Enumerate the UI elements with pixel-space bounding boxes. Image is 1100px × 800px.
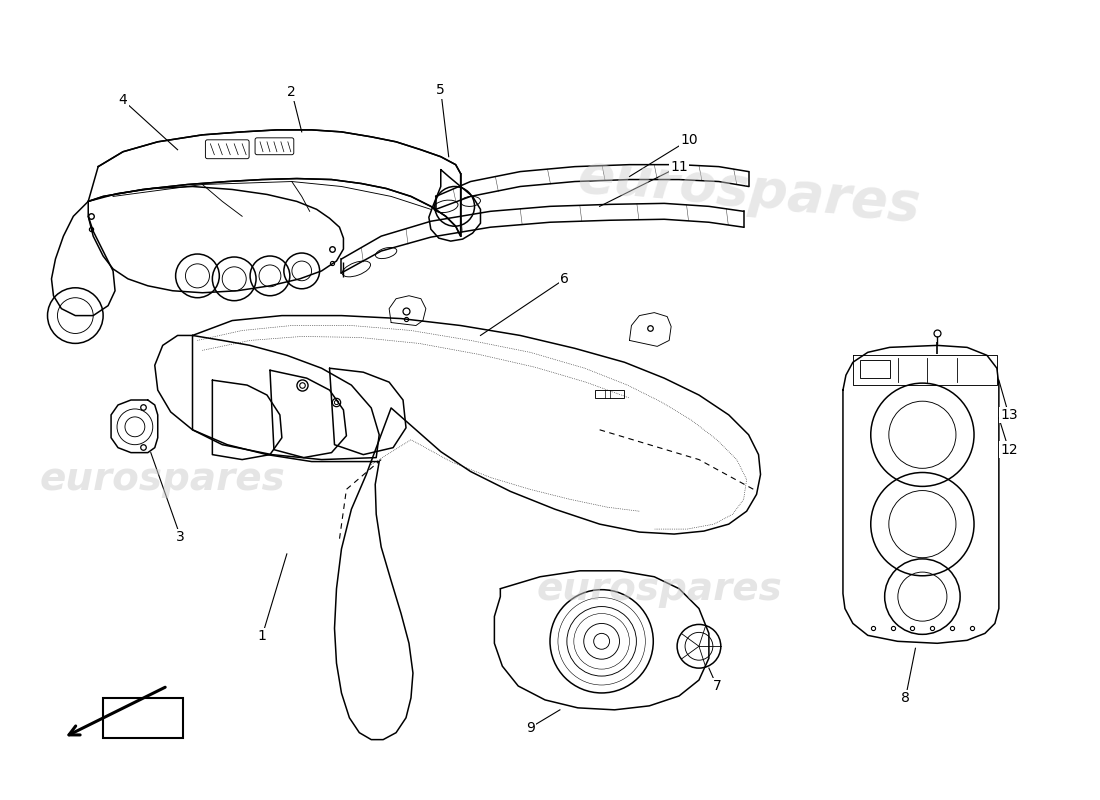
Bar: [860, 360, 890, 378]
Text: 11: 11: [670, 160, 688, 174]
Text: 6: 6: [561, 272, 570, 286]
Text: eurospares: eurospares: [575, 150, 922, 232]
Bar: [103, 698, 183, 738]
Text: 10: 10: [680, 133, 697, 147]
Text: 2: 2: [287, 85, 296, 99]
Text: 7: 7: [713, 679, 722, 693]
Text: eurospares: eurospares: [537, 570, 782, 608]
Circle shape: [594, 634, 609, 650]
Bar: [595, 390, 625, 398]
Text: 8: 8: [901, 691, 910, 705]
Text: 4: 4: [119, 93, 128, 107]
Text: 9: 9: [526, 721, 535, 734]
Text: 12: 12: [1000, 442, 1018, 457]
Text: 5: 5: [437, 83, 446, 97]
Text: eurospares: eurospares: [40, 461, 286, 498]
Text: 3: 3: [176, 530, 185, 544]
Text: 1: 1: [257, 630, 266, 643]
Text: 13: 13: [1000, 408, 1018, 422]
